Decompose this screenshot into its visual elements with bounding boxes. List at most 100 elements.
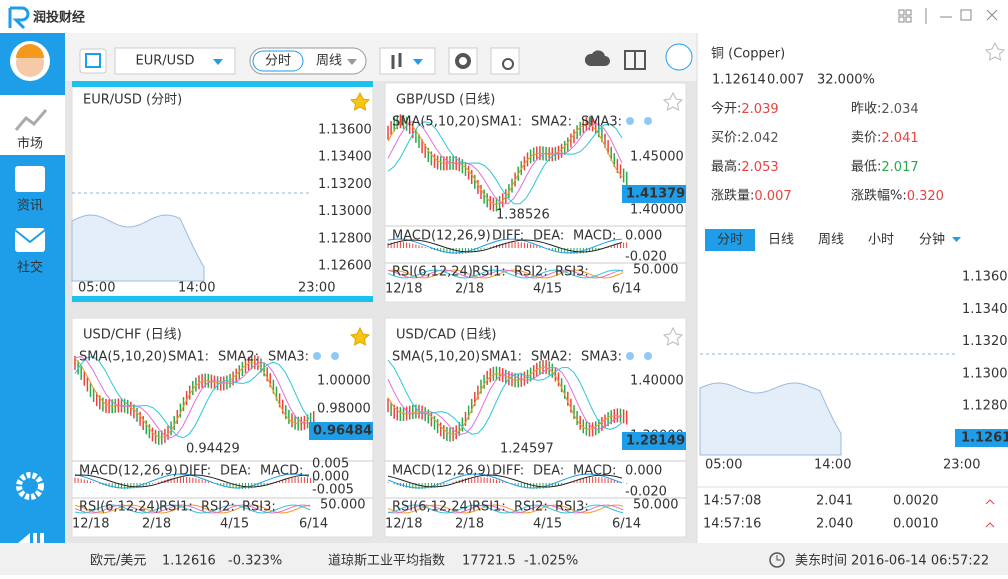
price-tag [309, 422, 373, 440]
x-tick-label: 12/18 [385, 517, 422, 532]
indicator-label: MACD: [573, 229, 616, 244]
macd-tick-label: 0.000 [625, 229, 662, 244]
logo-icon [8, 6, 30, 30]
nav-label: 社交 [17, 260, 43, 276]
chart-type-select[interactable] [379, 47, 436, 75]
x-tick-label: 2/18 [142, 517, 171, 532]
settings-icon[interactable] [16, 472, 44, 500]
rsi-line [74, 504, 311, 514]
indicator-icon[interactable] [313, 352, 321, 360]
rsi-line [74, 504, 311, 514]
price-tag-label: 1.41379 [626, 187, 685, 202]
panel-title: EUR/USD (分时) [83, 93, 182, 108]
dea-line [387, 474, 623, 488]
indicator-label: SMA2: [218, 350, 259, 365]
stat-value: 2.034 [881, 102, 918, 117]
indicator-label: RSI(6,12,24) [392, 500, 473, 515]
dropdown-arrow [952, 237, 961, 242]
social-icon[interactable] [15, 228, 45, 252]
indicator-icon[interactable] [331, 352, 339, 360]
stat-label: 买价:2.042 [711, 131, 779, 146]
symbol-label: EUR/USD [136, 54, 195, 69]
sma-line [387, 121, 623, 206]
indicator-label: SMA3: [581, 350, 622, 365]
macd-tick-label: 0.000 [625, 464, 662, 479]
favorite-star[interactable] [662, 326, 684, 346]
panel-title: GBP/USD (日线) [396, 93, 495, 108]
indicator-label: RSI(6,12,24) [392, 265, 473, 280]
list-button[interactable] [79, 48, 107, 74]
indicator-label: DEA: [533, 464, 564, 479]
indicator-label: RSI1: [472, 265, 506, 280]
sma-line [74, 356, 310, 439]
indicator-label: DIFF: [492, 464, 524, 479]
indicator-label: SMA(5,10,20) [392, 350, 480, 365]
indicator-label: MACD(12,26,9) [392, 229, 491, 244]
stat-value: 2.053 [741, 160, 778, 175]
y-tick-label: 1.13400 [962, 302, 1008, 317]
favorite-star[interactable] [349, 91, 371, 111]
favorite-star[interactable] [662, 91, 684, 111]
app-title: 润投财经 [33, 10, 85, 26]
x-tick-label: 12/18 [385, 282, 422, 297]
sma-line [74, 357, 310, 438]
x-tick-label: 4/15 [220, 517, 249, 532]
rsi-line [387, 504, 624, 514]
indicator-label: SMA3: [268, 350, 309, 365]
x-tick-label: 14:00 [814, 458, 851, 473]
trade-time: 14:57:16 [703, 517, 761, 532]
indicator-label: SMA(5,10,20) [79, 350, 167, 365]
sma-line [74, 356, 310, 439]
expand-button[interactable] [665, 43, 693, 71]
stat-label: 今开:2.039 [711, 101, 779, 117]
indicator-icon[interactable] [626, 352, 634, 360]
news-icon[interactable] [15, 166, 45, 192]
indicator-icon[interactable] [626, 117, 634, 125]
settings-button[interactable] [448, 47, 478, 75]
y-tick-label: 1.13000 [962, 366, 1008, 381]
sma-line [387, 121, 623, 205]
x-tick-label: 4/15 [533, 282, 562, 297]
nav-label: 市场 [17, 136, 43, 152]
y-tick-label: 1.00000 [317, 374, 371, 389]
rsi-line [387, 269, 624, 279]
cloud-button[interactable] [584, 50, 610, 66]
stat-label: 涨跌量:0.007 [711, 188, 792, 204]
ticker-name: 道琼斯工业平均指数 [328, 554, 445, 569]
panel-title: USD/CHF (日线) [83, 328, 182, 343]
stat-value: 0.007 [754, 189, 791, 204]
price-tag [622, 432, 686, 450]
rsi-tick-label: 50.000 [320, 498, 366, 513]
panel-title: USD/CAD (日线) [396, 328, 496, 343]
price-tag-label: 1.12614 [961, 431, 1008, 446]
window-controls[interactable] [898, 8, 998, 24]
indicator-icon[interactable] [644, 117, 652, 125]
y-tick-label: 1.40000 [630, 203, 684, 218]
y-tick-label: 1.13200 [318, 177, 372, 192]
rsi-line [387, 504, 624, 514]
tab-active[interactable] [705, 229, 755, 251]
diff-line [387, 238, 623, 254]
stat-label: 昨收:2.034 [851, 102, 919, 117]
favorite-star[interactable] [984, 41, 1006, 61]
indicator-icon[interactable] [644, 352, 652, 360]
x-tick-label: 6/14 [612, 282, 641, 297]
nav-active[interactable] [0, 95, 65, 155]
rsi-tick-label: 50.000 [633, 498, 679, 513]
indicator-label: SMA2: [531, 350, 572, 365]
indicator-label: MACD(12,26,9) [79, 464, 178, 479]
price-area [699, 382, 842, 456]
indicator-label: DEA: [220, 464, 251, 479]
y-tick-label: 1.13600 [318, 123, 372, 138]
macd-tick-label: 0.000 [312, 470, 349, 485]
y-tick-label: 1.12800 [962, 399, 1008, 414]
stat-value: 0.320 [907, 189, 944, 204]
up-arrow [985, 499, 995, 505]
detail-change: 0.007 [767, 73, 804, 88]
stat-value: 2.041 [881, 131, 918, 146]
favorite-star[interactable] [349, 326, 371, 346]
active-bar [72, 296, 373, 302]
sma-line [387, 367, 623, 435]
sma-line [387, 121, 623, 205]
